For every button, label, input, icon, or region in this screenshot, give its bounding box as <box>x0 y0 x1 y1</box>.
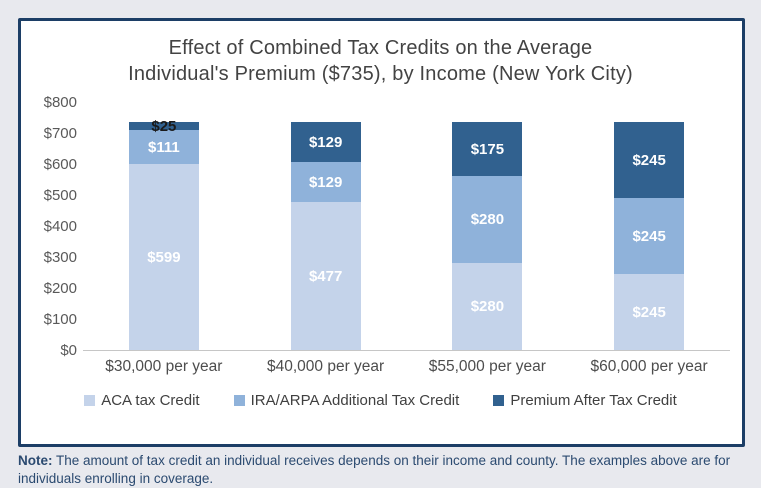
bar-data-label: $111 <box>148 138 180 156</box>
bar-segment: $245 <box>614 122 685 199</box>
category-column: $245 $245 $245 <box>568 103 730 350</box>
x-axis-category-label: $55,000 per year <box>428 358 546 375</box>
legend-label: Premium After Tax Credit <box>510 392 677 409</box>
chart-title-line1: Effect of Combined Tax Credits on the Av… <box>168 37 593 59</box>
category-column: $477 $129 $129 <box>245 103 407 350</box>
bar-data-label: $129 <box>308 133 343 151</box>
bar-segment: $280 <box>452 176 523 264</box>
bar-data-label: $477 <box>308 267 343 285</box>
stacked-bar: $477 $129 $129 <box>290 122 361 350</box>
y-axis-tick-label: $500 <box>43 187 77 204</box>
bar-data-label: $245 <box>632 227 666 245</box>
bar-segment: $280 <box>452 263 523 350</box>
legend: ACA tax Credit IRA/ARPA Additional Tax Cr… <box>31 392 730 409</box>
y-axis-tick-label: $400 <box>43 218 77 235</box>
y-axis-tick-label: $800 <box>43 94 77 111</box>
y-axis-tick-label: $300 <box>43 249 77 266</box>
legend-label: IRA/ARPA Additional Tax Credit <box>250 392 460 409</box>
bar-segment: $129 <box>290 122 361 163</box>
footnote-text: The amount of tax credit an individual r… <box>18 453 731 487</box>
bar-segment: $599 <box>128 164 199 350</box>
chart-title: Effect of Combined Tax Credits on the Av… <box>31 35 730 87</box>
bar-segment: $477 <box>290 202 361 350</box>
plot: $599 $111 $25 $477 $129 $129 $280 $280 $175 $245 $… <box>83 103 730 351</box>
stacked-bar: $245 $245 $245 <box>614 122 685 350</box>
stacked-bar: $280 $280 $175 <box>452 122 523 350</box>
bar-data-label: $599 <box>147 248 181 266</box>
legend-item: ACA tax Credit <box>84 392 200 409</box>
bar-data-label: $280 <box>470 211 505 229</box>
legend-item: IRA/ARPA Additional Tax Credit <box>233 392 460 409</box>
legend-swatch-icon <box>233 395 245 406</box>
legend-item: Premium After Tax Credit <box>493 392 677 409</box>
y-axis: $0 $100 $200 $300 $400 $500 $600 $700 $800 <box>31 94 83 359</box>
bar-data-label: $25 <box>151 117 177 135</box>
x-axis-labels: $30,000 per year $40,000 per year $55,000 … <box>83 358 730 376</box>
y-axis-tick-label: $100 <box>43 311 77 328</box>
legend-swatch-icon <box>84 395 96 406</box>
category-column: $599 $111 $25 <box>83 103 245 350</box>
footnote: Note: The amount of tax credit an indivi… <box>18 452 751 488</box>
bar-segment: $111 <box>128 129 199 165</box>
bar-data-label: $245 <box>632 303 666 321</box>
chart-title-line2: Individual's Premium ($735), by Income (… <box>128 63 633 85</box>
bar-segment: $175 <box>452 122 523 177</box>
y-axis-tick-label: $0 <box>60 342 77 359</box>
bar-data-label: $280 <box>470 298 505 316</box>
bar-segment: $25 <box>128 118 199 135</box>
x-axis-category-label: $60,000 per year <box>590 358 708 375</box>
bar-data-label: $129 <box>308 173 343 191</box>
y-axis-tick-label: $700 <box>43 125 77 142</box>
x-axis-category-label: $40,000 per year <box>267 358 385 375</box>
chart-card: Effect of Combined Tax Credits on the Av… <box>18 18 745 447</box>
bar-data-label: $245 <box>632 151 666 169</box>
stacked-bar: $599 $111 $25 <box>128 118 199 350</box>
category-column: $280 $280 $175 <box>407 103 569 350</box>
footnote-label: Note: <box>18 453 53 468</box>
legend-label: ACA tax Credit <box>101 392 200 409</box>
x-axis-category-label: $30,000 per year <box>105 358 223 375</box>
y-axis-tick-label: $600 <box>43 156 77 173</box>
bar-data-label: $175 <box>470 140 505 158</box>
chart-plot-area: $0 $100 $200 $300 $400 $500 $600 $700 $800 $599 $… <box>31 94 730 359</box>
y-axis-tick-label: $200 <box>43 280 77 297</box>
legend-swatch-icon <box>493 395 505 406</box>
bar-segment: $245 <box>614 198 685 275</box>
bar-segment: $129 <box>290 162 361 203</box>
bar-segment: $245 <box>614 274 685 350</box>
